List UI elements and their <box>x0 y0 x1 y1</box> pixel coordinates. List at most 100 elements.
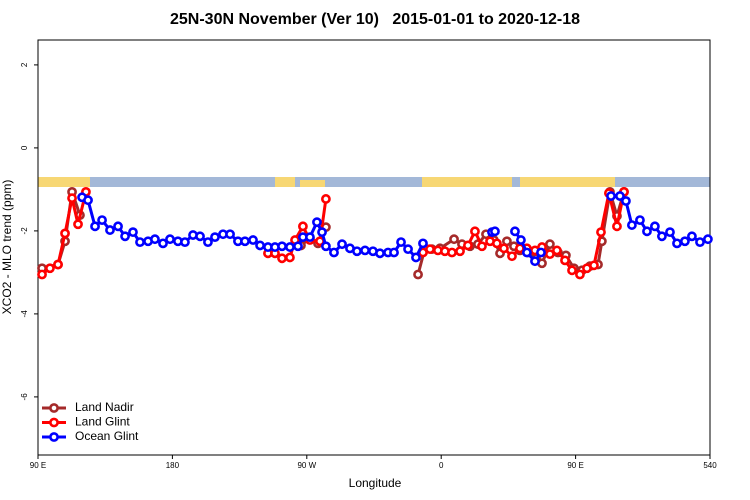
data-point <box>530 256 540 267</box>
legend-marker <box>49 403 59 413</box>
data-point <box>396 237 406 248</box>
data-point <box>277 241 287 252</box>
data-point <box>53 259 63 270</box>
data-point <box>37 269 47 280</box>
data-point <box>672 238 682 249</box>
data-point <box>90 221 100 232</box>
data-point <box>596 227 606 238</box>
data-point <box>67 193 77 204</box>
x-axis-label: Longitude <box>349 476 402 490</box>
data-point <box>158 238 168 249</box>
data-point <box>165 234 175 245</box>
chart-title: 25N-30N November (Ver 10) 2015-01-01 to … <box>170 11 580 28</box>
data-point <box>567 265 577 276</box>
land-strip <box>422 177 512 187</box>
data-point <box>203 237 213 248</box>
data-point <box>492 238 502 249</box>
data-point <box>277 253 287 264</box>
data-point <box>105 225 115 235</box>
x-tick-label: 90 E <box>30 461 46 470</box>
map-strip <box>38 177 710 187</box>
y-tick-label: 0 <box>20 145 29 150</box>
data-point <box>477 241 487 252</box>
data-point <box>60 228 70 239</box>
data-point <box>180 237 190 248</box>
legend-label: Land Nadir <box>75 400 134 414</box>
x-tick-label: 0 <box>439 461 444 470</box>
data-point <box>635 215 645 226</box>
data-point <box>612 221 622 232</box>
data-point <box>463 240 473 251</box>
data-point <box>285 252 295 263</box>
data-point <box>195 231 205 242</box>
data-point <box>150 234 160 245</box>
data-point <box>135 237 145 248</box>
data-point <box>552 245 562 256</box>
data-point <box>449 234 459 245</box>
land-strip <box>300 180 325 187</box>
data-point <box>680 236 690 247</box>
data-point <box>615 191 625 201</box>
legend-marker <box>49 417 59 428</box>
y-axis-label: XCO2 - MLO trend (ppm) <box>0 180 14 315</box>
x-tick-label: 180 <box>166 461 180 470</box>
data-point <box>285 242 295 252</box>
data-point <box>113 221 123 232</box>
plot-frame <box>37 39 711 456</box>
land-strip <box>520 177 615 187</box>
data-point <box>695 237 705 248</box>
data-point <box>470 226 480 237</box>
data-point <box>507 251 517 262</box>
data-point <box>312 217 322 228</box>
data-point <box>329 247 339 258</box>
data-point <box>606 191 616 201</box>
data-point <box>360 245 370 256</box>
data-point <box>418 238 428 249</box>
data-point <box>447 247 457 258</box>
land-strip <box>275 177 295 187</box>
x-tick-label: 540 <box>703 461 717 470</box>
y-tick-label: -4 <box>20 310 29 318</box>
data-point <box>545 249 555 260</box>
data-point <box>649 221 660 232</box>
x-tick-label: 90 W <box>297 461 316 470</box>
data-point <box>120 231 130 242</box>
legend-label: Land Glint <box>75 415 130 429</box>
data-point <box>657 231 667 242</box>
data-point <box>352 246 362 257</box>
data-point <box>665 227 675 238</box>
data-point <box>321 194 331 204</box>
data-point <box>298 221 308 232</box>
y-tick-label: 2 <box>20 62 29 67</box>
data-point <box>545 239 555 250</box>
data-point <box>83 195 93 206</box>
data-point <box>248 235 258 245</box>
data-point <box>510 226 520 237</box>
data-point <box>240 236 250 247</box>
data-point <box>73 219 83 230</box>
y-tick-label: -6 <box>20 393 29 401</box>
data-point <box>255 240 265 251</box>
ocean-strip <box>38 177 710 187</box>
data-point <box>621 196 631 206</box>
data-point <box>703 234 713 245</box>
legend-label: Ocean Glint <box>75 429 139 443</box>
data-point <box>425 244 435 255</box>
data-point <box>293 241 303 252</box>
data-point <box>413 269 423 280</box>
data-point <box>499 243 509 254</box>
data-point <box>642 226 652 237</box>
data-point <box>403 244 413 255</box>
data-point <box>97 215 107 226</box>
data-point <box>589 260 599 271</box>
data-point <box>687 231 697 242</box>
data-point <box>305 232 315 243</box>
data-point <box>522 247 532 258</box>
data-point <box>45 263 55 274</box>
data-point <box>375 248 385 259</box>
y-tick-label: -2 <box>20 227 29 235</box>
data-point <box>455 246 465 257</box>
data-point <box>337 239 347 250</box>
data-point <box>626 220 637 230</box>
